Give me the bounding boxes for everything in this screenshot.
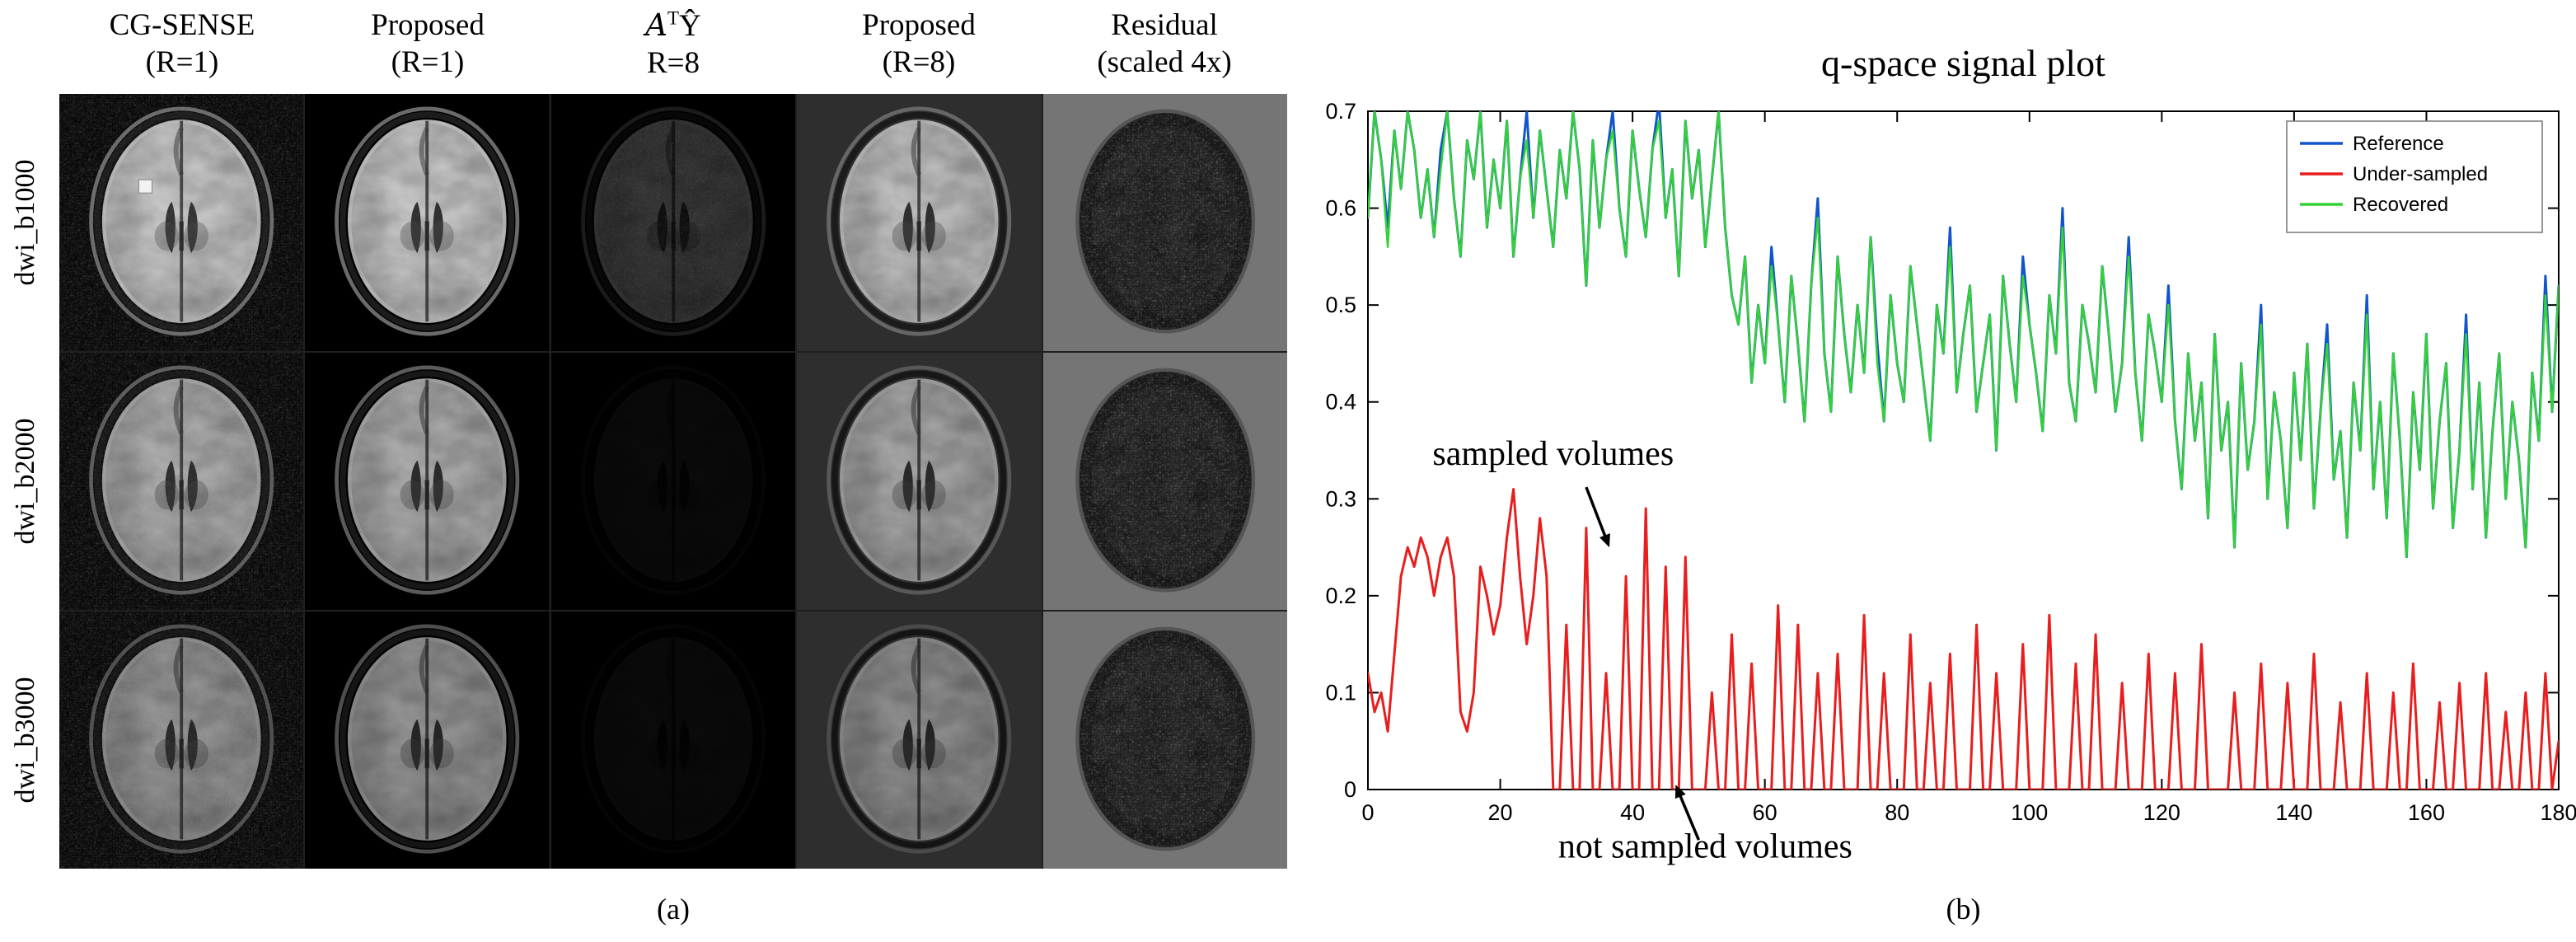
script-a-symbol: A xyxy=(645,7,667,43)
col-header-line2: (scaled 4x) xyxy=(1097,45,1232,80)
col-header-proposed-r1: Proposed (R=1) xyxy=(305,7,550,82)
mri-image-proposed-r8-row3 xyxy=(797,612,1042,869)
annotation-not-sampled-volumes: not sampled volumes xyxy=(1558,785,1852,865)
svg-text:0: 0 xyxy=(1344,777,1356,802)
annotation-arrow-line xyxy=(1585,486,1609,543)
axis-ticks xyxy=(1367,110,2560,790)
legend-box xyxy=(2286,120,2543,233)
svg-text:20: 20 xyxy=(1488,800,1513,825)
mri-image-proposed-r1-row3 xyxy=(305,612,550,869)
annotation-arrow-head xyxy=(1674,785,1686,799)
panel-b-caption: (b) xyxy=(1946,893,1981,926)
svg-text:0.3: 0.3 xyxy=(1325,486,1356,511)
mri-image-proposed-r8-row1 xyxy=(797,94,1042,351)
col-header-line2: R=8 xyxy=(646,46,700,81)
legend: Reference Under-sampled Recovered xyxy=(2286,120,2543,233)
series-lines xyxy=(1368,111,2559,790)
svg-text:80: 80 xyxy=(1885,800,1909,825)
q-space-plot: 0 20 40 60 80 100 120 140 160 180 0 0.1 0.2 0.3 0.4 0.5… xyxy=(1325,99,2576,865)
svg-text:100: 100 xyxy=(2011,800,2048,825)
annotation-sampled-volumes: sampled volumes xyxy=(1432,435,1674,548)
mri-image-residual-row3 xyxy=(1042,612,1287,869)
col-header-line2: (R=1) xyxy=(145,45,219,80)
y-hat-symbol: Ŷ xyxy=(679,9,701,43)
mri-image-cgsense-row3 xyxy=(59,612,304,869)
legend-label: Under-sampled xyxy=(2353,163,2488,185)
mri-image-cgsense-row2 xyxy=(59,353,304,610)
row-label-dwi-b1000: dwi_b1000 xyxy=(10,159,40,286)
col-header-line2: (R=8) xyxy=(882,45,956,80)
legend-label: Reference xyxy=(2353,133,2444,155)
col-header-cgsense: CG-SENSE (R=1) xyxy=(59,7,305,82)
col-header-line2: (R=1) xyxy=(391,45,465,80)
transpose-superscript: T xyxy=(667,7,679,29)
mri-image-aty-row2 xyxy=(550,353,796,610)
mri-image-proposed-r1-row2 xyxy=(305,353,550,610)
mri-image-aty-row3 xyxy=(550,612,796,869)
svg-text:120: 120 xyxy=(2143,800,2180,825)
chart-title: q-space signal plot xyxy=(1821,42,2105,84)
svg-text:140: 140 xyxy=(2275,800,2312,825)
roi-marker xyxy=(138,179,153,194)
col-header-proposed-r8: Proposed (R=8) xyxy=(796,7,1042,82)
svg-text:180: 180 xyxy=(2540,800,2576,825)
svg-text:60: 60 xyxy=(1753,800,1777,825)
column-headers: CG-SENSE (R=1) Proposed (R=1) ATŶ R=8 Pr… xyxy=(59,7,1287,82)
svg-text:40: 40 xyxy=(1620,800,1645,825)
mri-image-cgsense-row1 xyxy=(59,94,304,351)
svg-text:0.4: 0.4 xyxy=(1325,390,1356,415)
mri-grid xyxy=(59,94,1287,869)
mri-image-residual-row1 xyxy=(1042,94,1287,351)
col-header-line1: ATŶ xyxy=(550,7,796,45)
y-tick-labels: 0 0.1 0.2 0.3 0.4 0.5 0.6 0.7 xyxy=(1325,99,1356,802)
annotation-text: sampled volumes xyxy=(1432,435,1674,473)
mri-image-residual-row2 xyxy=(1042,353,1287,610)
col-header-line1: CG-SENSE xyxy=(109,8,255,42)
row-label-dwi-b3000: dwi_b3000 xyxy=(10,677,40,804)
svg-text:0.2: 0.2 xyxy=(1325,583,1356,608)
panel-a-caption: (a) xyxy=(657,893,690,926)
svg-text:160: 160 xyxy=(2408,800,2445,825)
svg-text:0.6: 0.6 xyxy=(1325,196,1356,221)
mri-image-aty-row1 xyxy=(550,94,796,351)
col-header-residual: Residual (scaled 4x) xyxy=(1042,7,1287,82)
svg-text:0.5: 0.5 xyxy=(1325,293,1356,317)
col-header-line1: Proposed xyxy=(862,8,976,42)
svg-text:0: 0 xyxy=(1361,800,1374,825)
series-recovered xyxy=(1368,111,2559,559)
mri-image-proposed-r8-row2 xyxy=(797,353,1042,610)
mri-image-proposed-r1-row1 xyxy=(305,94,550,351)
col-header-line1: Proposed xyxy=(371,8,485,42)
col-header-line1: Residual xyxy=(1111,8,1218,42)
svg-text:0.7: 0.7 xyxy=(1325,99,1356,124)
legend-label: Recovered xyxy=(2353,194,2448,216)
svg-text:0.1: 0.1 xyxy=(1325,680,1356,705)
series-under-sampled xyxy=(1368,488,2559,790)
annotation-text: not sampled volumes xyxy=(1558,827,1852,865)
annotation-arrow-line xyxy=(1676,789,1701,841)
x-tick-labels: 0 20 40 60 80 100 120 140 160 180 xyxy=(1361,800,2576,825)
col-header-aty: ATŶ R=8 xyxy=(550,7,796,82)
row-label-dwi-b2000: dwi_b2000 xyxy=(10,418,40,545)
annotation-arrow-head xyxy=(1599,533,1610,548)
